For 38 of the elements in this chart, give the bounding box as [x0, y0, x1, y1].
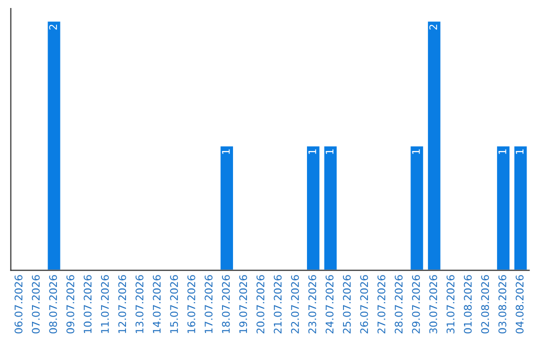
x-tick-label: 13.07.2026	[136, 275, 144, 333]
x-tick-label: 27.07.2026	[377, 275, 386, 334]
x-tick-label: 12.07.2026	[118, 275, 126, 333]
data-label: 1	[308, 149, 316, 154]
x-tick-label: 10.07.2026	[84, 275, 92, 333]
x-tick-label: 03.08.2026	[498, 275, 506, 334]
x-tick-label: 31.07.2026	[446, 275, 454, 334]
x-tick-label: 11.07.2026	[100, 275, 109, 333]
x-tick-label: 20.07.2026	[256, 275, 264, 334]
x-tick-label: 08.07.2026	[49, 275, 58, 334]
x-tick-label: 24.07.2026	[326, 275, 334, 334]
x-tick-label: 16.07.2026	[187, 275, 196, 333]
x-tick-label: 06.07.2026	[14, 275, 22, 334]
x-tick-label: 14.07.2026	[152, 275, 161, 333]
x-tick-label: 21.07.2026	[274, 275, 282, 334]
x-tick-label: 07.07.2026	[32, 275, 40, 334]
x-tick-label: 17.07.2026	[204, 275, 213, 333]
data-label: 1	[498, 149, 506, 154]
x-tick-label: 04.08.2026	[516, 275, 524, 334]
x-tick-label: 02.08.2026	[481, 275, 490, 334]
x-tick-label: 18.07.2026	[222, 275, 230, 333]
x-tick-label: 09.07.2026	[66, 275, 74, 334]
x-tick-label: 19.07.2026	[239, 275, 248, 333]
x-tick-label: 23.07.2026	[308, 275, 316, 334]
x-tick-label: 29.07.2026	[412, 275, 420, 334]
x-tick-label: 26.07.2026	[360, 275, 368, 334]
data-label: 2	[49, 24, 57, 30]
x-tick-label: 25.07.2026	[342, 275, 351, 334]
x-tick-label: 28.07.2026	[394, 275, 403, 334]
x-tick-label: 22.07.2026	[291, 275, 299, 334]
data-label: 1	[412, 149, 420, 154]
data-label: 1	[326, 149, 334, 154]
x-tick-label: 30.07.2026	[429, 275, 438, 334]
data-label: 1	[222, 149, 230, 154]
data-label: 2	[429, 24, 438, 30]
data-label: 1	[516, 149, 524, 154]
x-tick-label: 01.08.2026	[464, 275, 472, 334]
x-tick-label: 15.07.2026	[170, 275, 178, 333]
